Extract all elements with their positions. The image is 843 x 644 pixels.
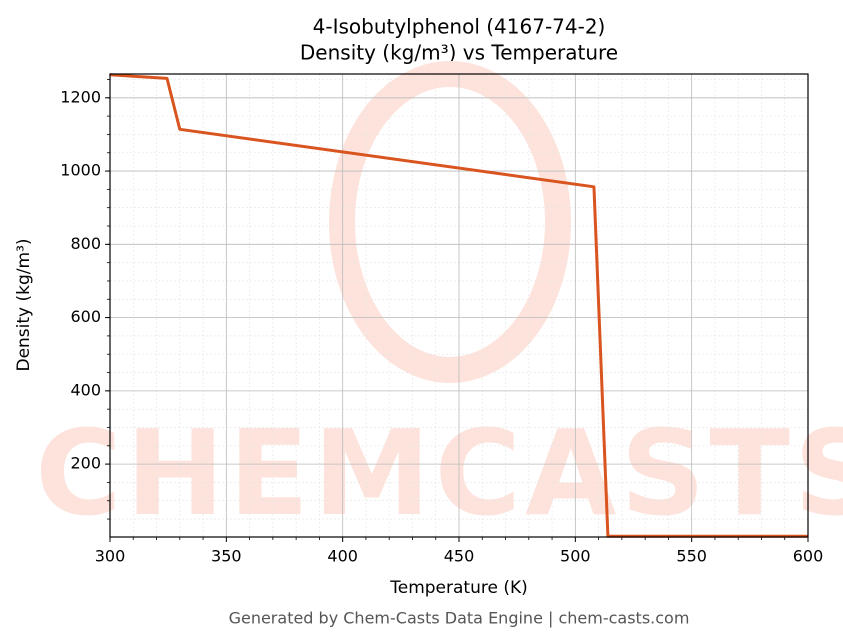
x-tick-label: 550 <box>676 547 707 566</box>
x-axis-label: Temperature (K) <box>389 578 528 598</box>
y-tick-label: 1200 <box>60 87 101 106</box>
chart-title: 4-Isobutylphenol (4167-74-2) <box>313 15 606 39</box>
y-tick-label: 200 <box>70 454 101 473</box>
plot-frame <box>109 73 809 538</box>
y-tick-label: 800 <box>70 234 101 253</box>
y-tick-label: 600 <box>70 307 101 326</box>
y-tick-label: 1000 <box>60 161 101 180</box>
footer: Generated by Chem-Casts Data Engine | ch… <box>229 609 690 628</box>
chart-subtitle: Density (kg/m³) vs Temperature <box>300 41 618 65</box>
x-tick-label: 400 <box>327 547 358 566</box>
x-tick-label: 500 <box>560 547 591 566</box>
y-axis-label: Density (kg/m³) <box>14 238 34 371</box>
x-tick-label: 450 <box>444 547 475 566</box>
data-line <box>109 73 808 538</box>
x-tick-label: 600 <box>793 547 824 566</box>
x-tick-label: 350 <box>211 547 242 566</box>
watermark: CHEMCASTS <box>35 404 843 542</box>
x-tick-label: 300 <box>95 547 126 566</box>
y-tick-label: 400 <box>70 380 101 399</box>
watermark-logo <box>329 61 571 383</box>
